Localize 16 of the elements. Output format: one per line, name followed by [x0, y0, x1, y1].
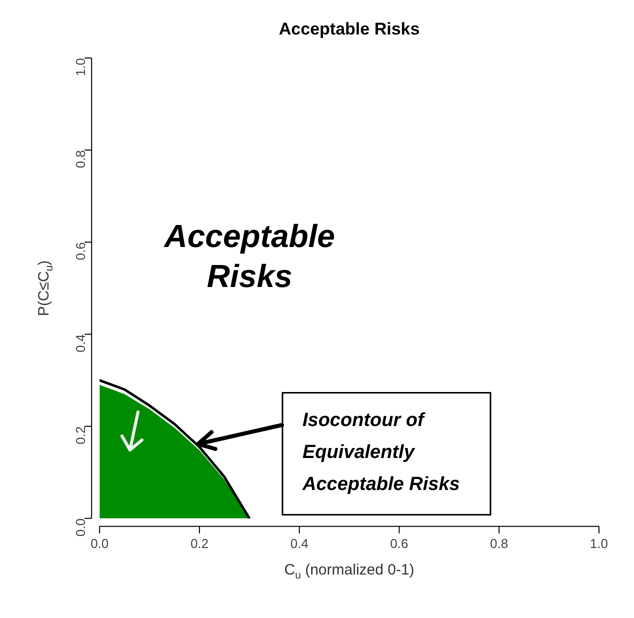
- y-tick-label: 0.4: [73, 334, 88, 352]
- y-tick-label: 0.8: [73, 150, 88, 168]
- x-tick-label: 1.0: [590, 536, 608, 551]
- annotation: Acceptable Risks: [163, 218, 335, 294]
- y-tick-label: 0.2: [73, 426, 88, 444]
- x-tick-label: 0.0: [90, 536, 109, 551]
- y-tick-label: 1.0: [73, 58, 88, 76]
- x-tick-label: 0.2: [190, 536, 209, 551]
- x-tick-label: 0.8: [490, 536, 508, 551]
- chart-title: Acceptable Risks: [278, 20, 420, 39]
- y-axis-title: P(C≤Cu): [36, 260, 56, 316]
- annotation: Isocontour of Equivalently Acceptable Risks: [301, 410, 460, 495]
- y-tick-label: 0.6: [73, 242, 88, 260]
- y-tick-label: 0.0: [73, 518, 88, 536]
- x-tick-label: 0.6: [390, 536, 408, 551]
- x-tick-label: 0.4: [290, 536, 308, 551]
